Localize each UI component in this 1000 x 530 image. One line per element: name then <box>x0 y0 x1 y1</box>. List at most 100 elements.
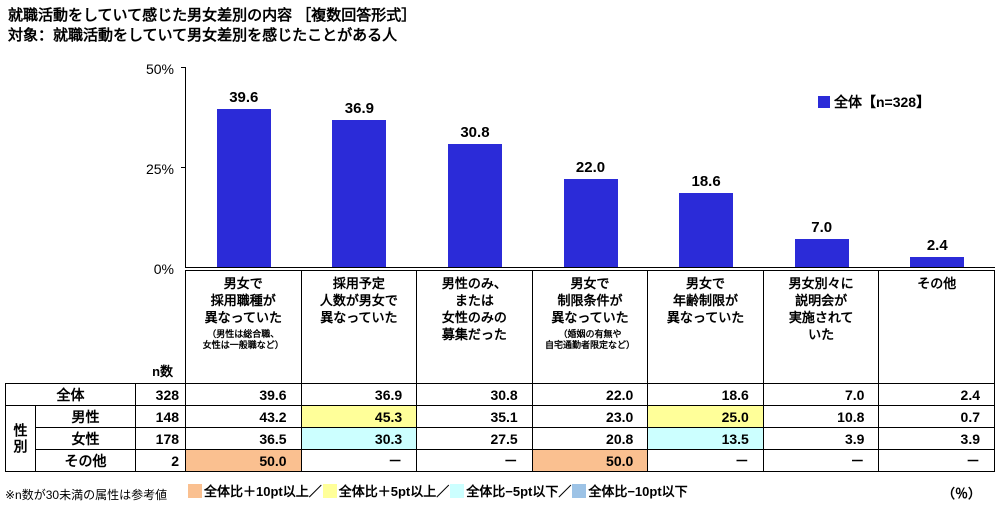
value-cell: 18.6 <box>647 383 764 406</box>
plot-area: 39.6 36.9 30.8 22.0 18.6 7.0 2.4 <box>181 67 995 268</box>
bar-value-label: 7.0 <box>811 219 833 237</box>
value-cell: － <box>878 449 995 472</box>
y-tick-label: 50% <box>145 61 174 77</box>
value-cell: － <box>300 449 418 472</box>
bar-value-label: 36.9 <box>344 100 374 118</box>
y-axis: 50% 25% 0% <box>128 61 180 277</box>
chart-header: 就職活動をしていて感じた男女差別の内容 ［複数回答形式］ 対象：就職活動をしてい… <box>8 6 416 47</box>
bar <box>794 239 849 267</box>
column-header-text: 採用予定 人数が男女で 異なっていた <box>319 276 398 325</box>
value-cell: 50.0 <box>531 449 649 472</box>
value-cell: 50.0 <box>185 449 302 472</box>
value-cell: 3.9 <box>762 427 880 450</box>
column-header-note: （婚姻の有無や 自宅通勤者限定など） <box>544 328 635 351</box>
value-cell: － <box>416 449 533 472</box>
value-cell: 45.3 <box>300 405 418 428</box>
reference-note: ※n数が30未満の属性は参考値 <box>5 488 168 502</box>
page-title: 就職活動をしていて感じた男女差別の内容 ［複数回答形式］ <box>8 7 417 24</box>
value-cell: 35.1 <box>416 405 533 428</box>
chart-legend: 全体【n=328】 <box>818 92 930 112</box>
n-count-cell: 148 <box>134 405 187 428</box>
value-cell: 43.2 <box>185 405 302 428</box>
value-cell: 0.7 <box>878 405 995 428</box>
value-cell: 25.0 <box>647 405 764 428</box>
row-group-label: 性別 <box>5 405 36 472</box>
bar <box>563 179 618 267</box>
bar-value-label: 30.8 <box>460 124 490 142</box>
value-cell: 39.6 <box>185 383 302 406</box>
column-header: 男女で 採用職種が 異なっていた （男性は総合職、 女性は一般職など） <box>185 270 302 384</box>
y-tick-mark <box>181 166 186 168</box>
column-header-note: （男性は総合職、 女性は一般職など） <box>202 328 284 351</box>
legend-label: 全体【n=328】 <box>834 94 931 110</box>
n-count-cell: 178 <box>134 427 187 450</box>
column-header: 男女別々に 説明会が 実施されて いた <box>762 270 880 384</box>
legend-color-swatch <box>450 484 465 498</box>
bar-value-label: 2.4 <box>926 237 948 255</box>
column-header-text: 男女別々に 説明会が 実施されて いた <box>788 276 854 342</box>
header-row: n数 男女で 採用職種が 異なっていた （男性は総合職、 女性は一般職など） 採用予定 人数… <box>6 270 995 384</box>
y-tick-label: 0% <box>153 261 174 277</box>
footer-legend-label: 全体比−5pt以下／ <box>466 484 572 499</box>
n-count-cell: 328 <box>134 383 187 406</box>
n-label-cell: n数 <box>6 271 186 384</box>
bar-column: 2.4 <box>879 68 995 267</box>
column-header: 男女で 年齢制限が 異なっていた <box>647 270 764 384</box>
footer-legend-label: 全体比＋5pt以上／ <box>338 484 450 499</box>
value-cell: 27.5 <box>416 427 533 450</box>
legend-color-swatch <box>572 484 587 498</box>
value-cell: 13.5 <box>647 427 764 450</box>
bar-column: 7.0 <box>764 68 880 267</box>
column-header-text: 男女で 制限条件が 異なっていた <box>551 276 629 325</box>
table-row: その他 2 50.0 －－ 50.0 －－－ <box>6 449 995 472</box>
bar-value-label: 22.0 <box>575 159 606 177</box>
footer-legend: 全体比＋10pt以上／ 全体比＋5pt以上／ 全体比−5pt以下／ 全体比−10pt以… <box>188 481 689 500</box>
value-cell: 10.8 <box>762 405 880 428</box>
bar-column: 36.9 <box>302 68 418 267</box>
page-subtitle: 対象：就職活動をしていて男女差別を感じたことがある人 <box>8 27 398 45</box>
bar <box>332 120 387 267</box>
table-body: 全体 328 39.6 36.9 30.8 22.0 18.6 7.0 2.4 性別 男性 148 43… <box>5 383 995 472</box>
footer-legend-label: 全体比−10pt以下 <box>588 484 688 499</box>
value-cell: 30.3 <box>300 427 418 450</box>
footer-legend-item: 全体比＋5pt以上／ <box>322 484 450 499</box>
value-cell: － <box>647 449 764 472</box>
row-label: 男性 <box>35 405 136 428</box>
n-label: n数 <box>152 364 174 379</box>
bar-value-label: 39.6 <box>229 89 259 107</box>
footer-legend-item: 全体比−5pt以下／ <box>450 484 571 499</box>
y-tick-label: 25% <box>145 161 174 177</box>
value-cell: 36.5 <box>185 427 302 450</box>
legend-color-swatch <box>188 484 202 498</box>
column-header-text: 男女で 年齢制限が 異なっていた <box>666 276 745 325</box>
value-cell: － <box>762 449 880 472</box>
bar-column: 30.8 <box>417 68 533 267</box>
column-header-text: その他 <box>917 276 957 291</box>
value-cell: 3.9 <box>878 427 995 450</box>
legend-color-swatch <box>322 484 337 498</box>
table-row: 女性 178 36.5 30.3 27.5 20.8 13.5 3.9 3.9 <box>6 427 995 450</box>
y-tick-mark <box>181 67 186 68</box>
column-header: 男性のみ、 または 女性のみの 募集だった <box>416 270 533 384</box>
value-cell: 20.8 <box>531 427 649 450</box>
bar <box>447 144 502 267</box>
column-header: 採用予定 人数が男女で 異なっていた <box>300 270 418 384</box>
row-label: 女性 <box>35 427 136 450</box>
value-cell: 7.0 <box>762 383 880 406</box>
row-label: その他 <box>35 449 136 472</box>
value-cell: 22.0 <box>531 383 649 406</box>
column-header-text: 男性のみ、 または 女性のみの 募集だった <box>441 276 507 342</box>
row-label: 全体 <box>5 383 136 406</box>
percent-unit-label: （％） <box>942 486 982 501</box>
bar <box>910 257 965 267</box>
bar-column: 39.6 <box>186 68 302 267</box>
table-row: 性別 男性 148 43.2 45.3 35.1 23.0 25.0 10.8 0.7 <box>5 405 995 472</box>
legend-swatch <box>818 96 830 108</box>
footer-legend-item: 全体比−10pt以下 <box>572 484 688 499</box>
table-row: 全体 328 39.6 36.9 30.8 22.0 18.6 7.0 2.4 <box>5 383 995 406</box>
value-cell: 30.8 <box>416 383 533 406</box>
value-cell: 36.9 <box>300 383 418 406</box>
bar <box>216 109 271 267</box>
bars: 39.6 36.9 30.8 22.0 18.6 7.0 2.4 <box>186 68 995 267</box>
column-header: その他 <box>878 270 995 384</box>
